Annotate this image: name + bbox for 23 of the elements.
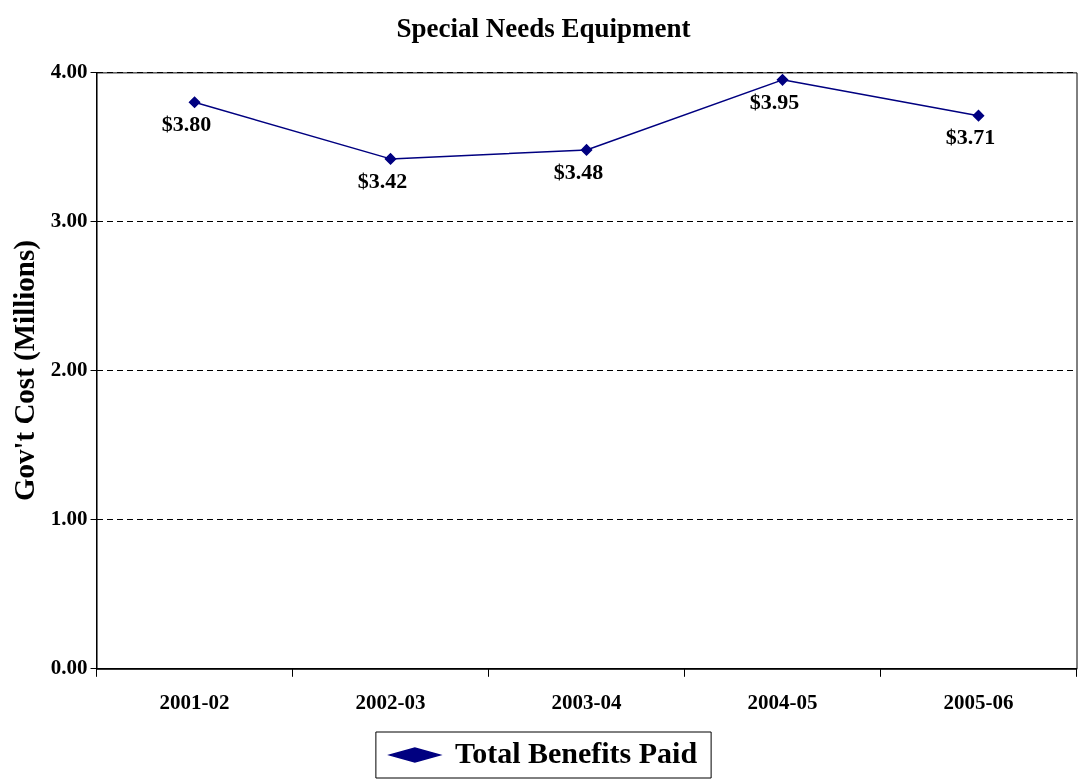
point	[972, 109, 985, 122]
data-label: $3.71	[945, 124, 996, 150]
x-tick-label: 2002-03	[355, 689, 426, 714]
y-tick-label: 0.00	[50, 655, 88, 680]
x-tick-label: 2001-02	[159, 689, 230, 714]
x-tick-label: 2004-05	[747, 689, 818, 714]
data-label: $3.80	[161, 110, 212, 136]
point	[580, 144, 593, 156]
y-tick-label: 3.00	[50, 207, 88, 232]
data-label: $3.95	[749, 88, 800, 114]
x-tick-label: 2005-06	[943, 689, 1014, 714]
chart-title: Special Needs Equipment	[396, 13, 691, 44]
y-tick-label: 4.00	[50, 58, 88, 83]
data-label: $3.42	[357, 167, 408, 193]
y-tick-label: 2.00	[50, 357, 88, 382]
point	[384, 153, 397, 165]
y-axis-title: Gov't Cost (Millions)	[7, 240, 41, 502]
y-tick-label: 1.00	[50, 506, 88, 531]
point	[188, 96, 201, 108]
legend-label: Total Benefits Paid	[454, 735, 698, 769]
point	[776, 74, 789, 86]
data-label: $3.48	[553, 158, 604, 184]
x-tick-label: 2003-04	[551, 689, 623, 714]
